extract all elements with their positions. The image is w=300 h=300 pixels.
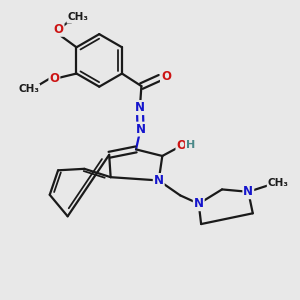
Text: O: O (50, 71, 59, 85)
Text: O: O (54, 23, 64, 36)
Text: N: N (135, 101, 145, 114)
Text: N: N (154, 174, 164, 187)
Text: N: N (136, 123, 146, 136)
Text: O: O (161, 70, 171, 83)
Text: CH₃: CH₃ (18, 84, 39, 94)
Text: methoxy: methoxy (66, 23, 73, 24)
Text: N: N (243, 185, 253, 198)
Text: CH₃: CH₃ (68, 12, 89, 22)
Text: N: N (135, 101, 145, 114)
Text: O: O (176, 139, 186, 152)
Text: CH₃: CH₃ (268, 178, 289, 188)
Text: H: H (186, 140, 195, 150)
Text: N: N (194, 197, 204, 210)
